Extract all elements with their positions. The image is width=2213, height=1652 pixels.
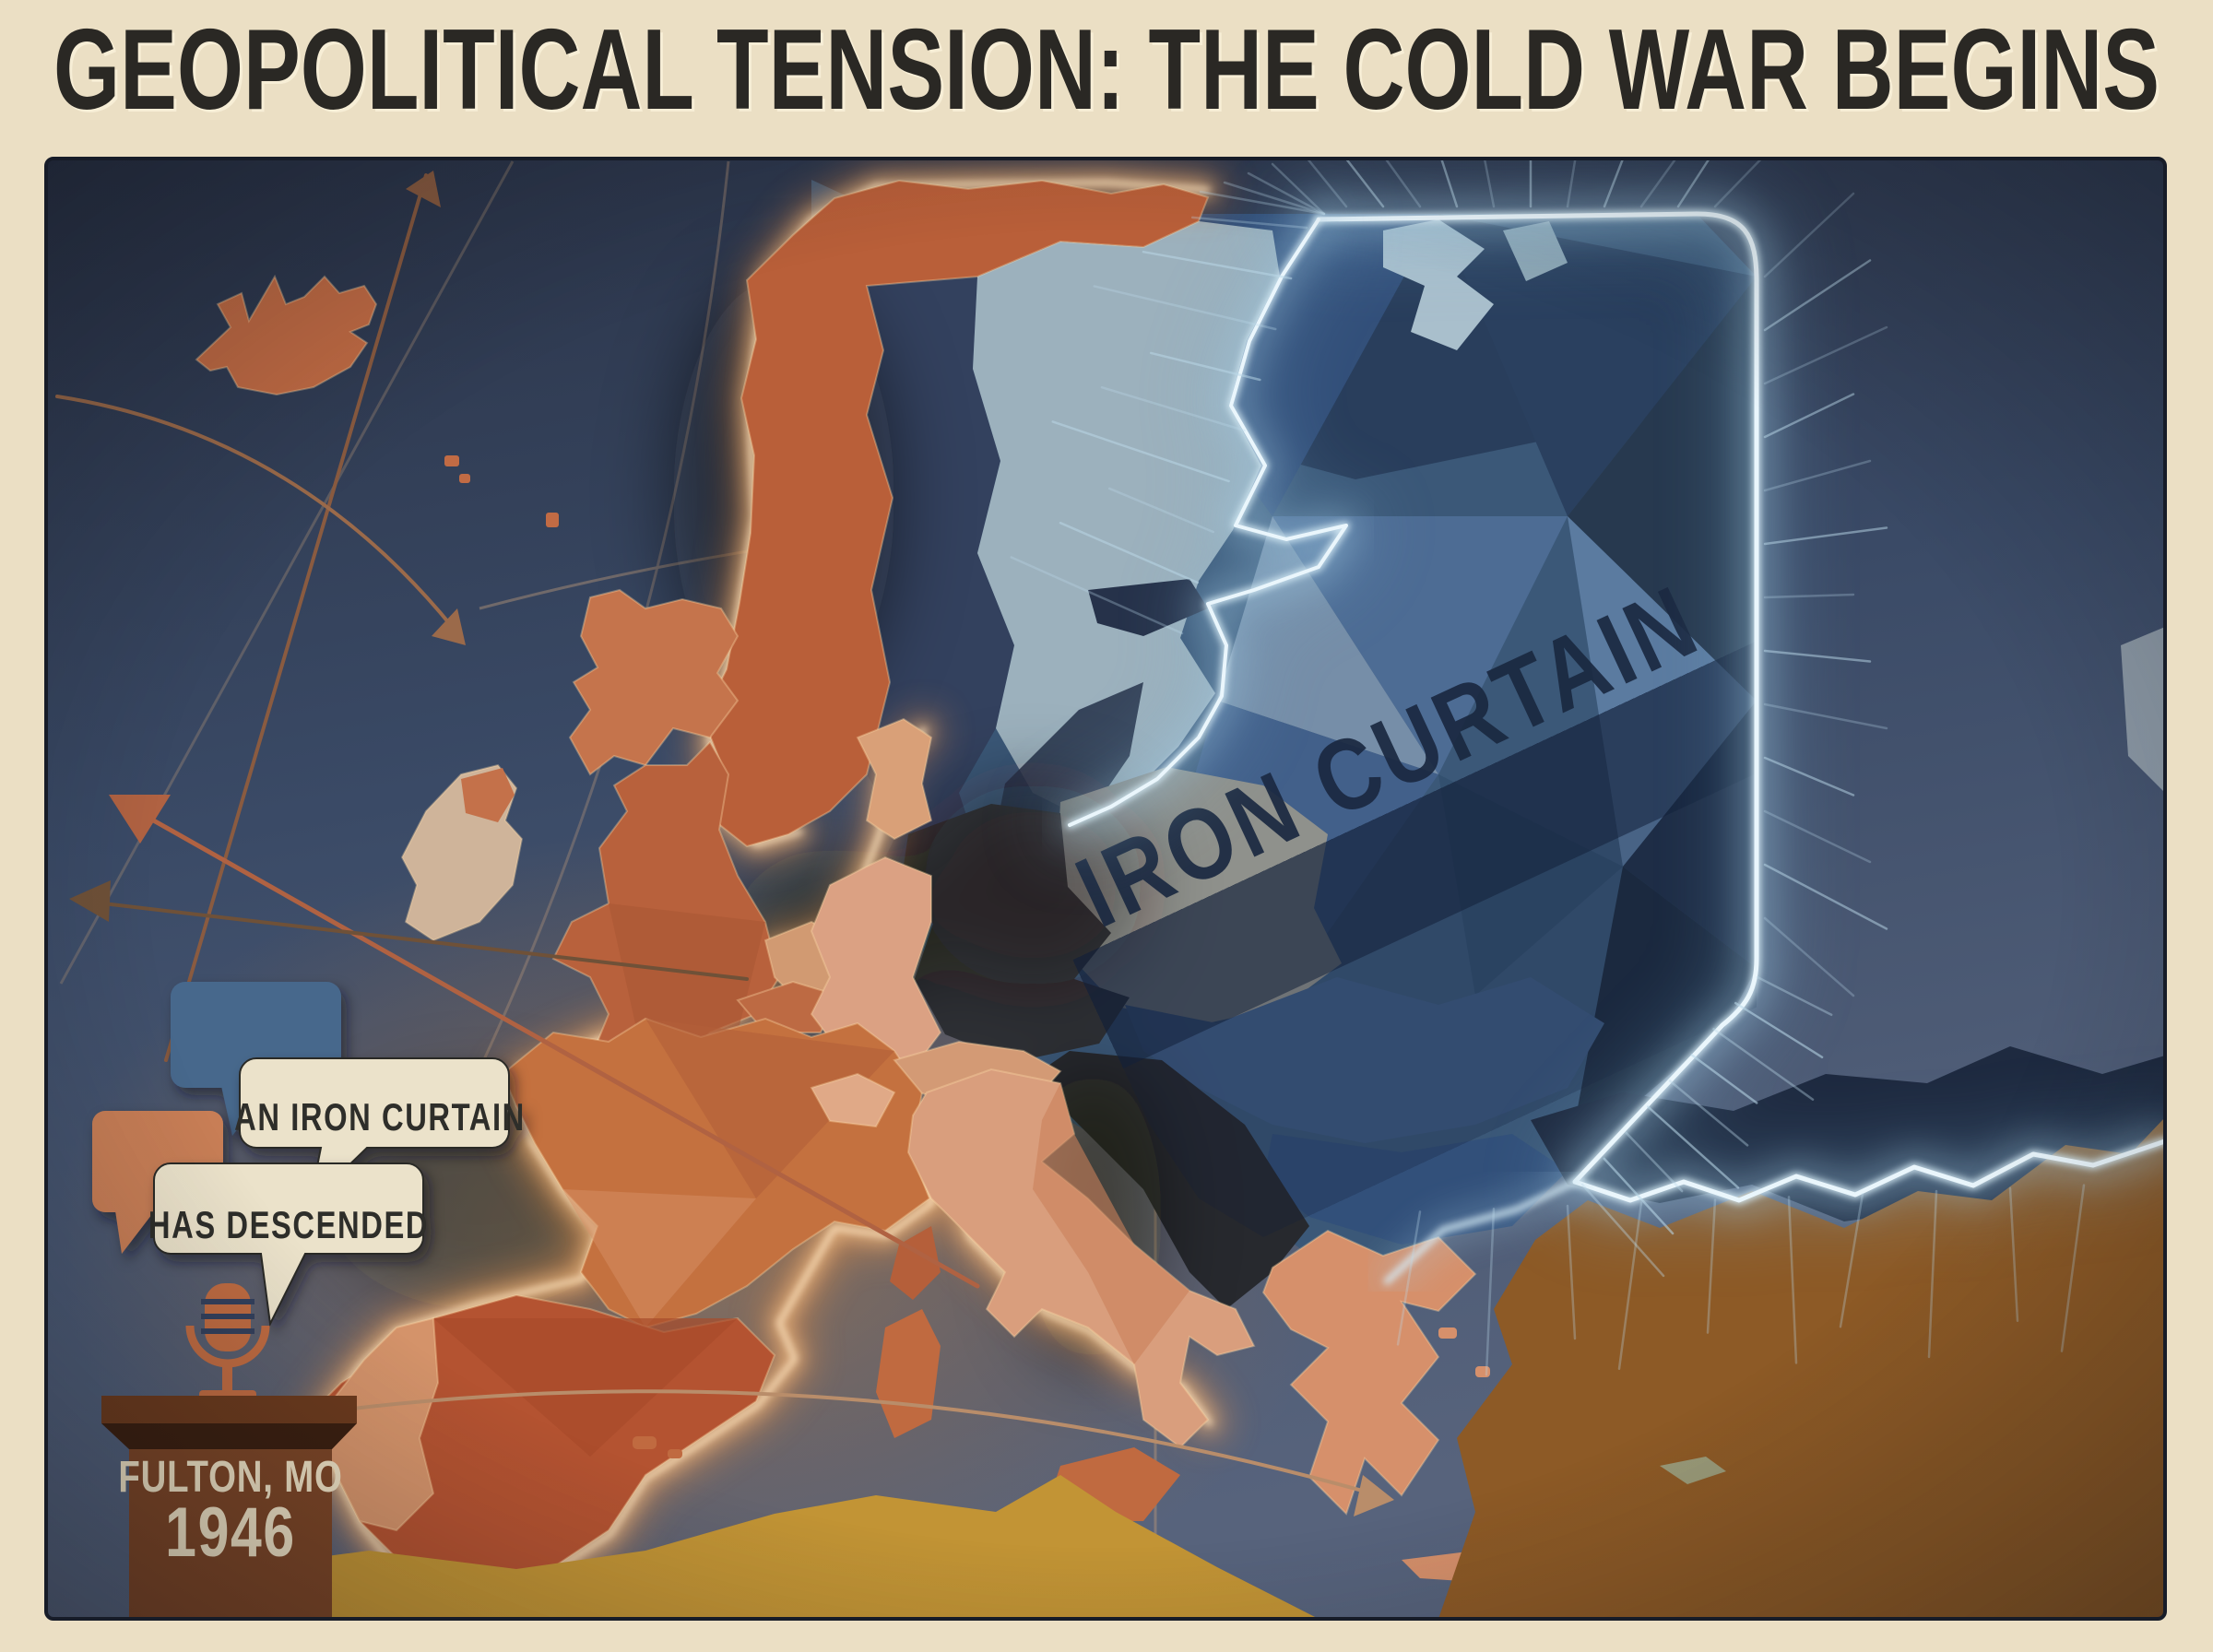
map-border — [44, 157, 2167, 1621]
map-panel: IRON CURTAIN — [46, 159, 2165, 1619]
page-title: GEOPOLITICAL TENSION: THE COLD WAR BEGIN… — [53, 5, 2160, 133]
page-title-emboss: GEOPOLITICAL TENSION: THE COLD WAR BEGIN… — [56, 7, 2162, 136]
poster-title-group: GEOPOLITICAL TENSION: THE COLD WAR BEGIN… — [53, 5, 2162, 136]
vignette — [46, 159, 2165, 1619]
